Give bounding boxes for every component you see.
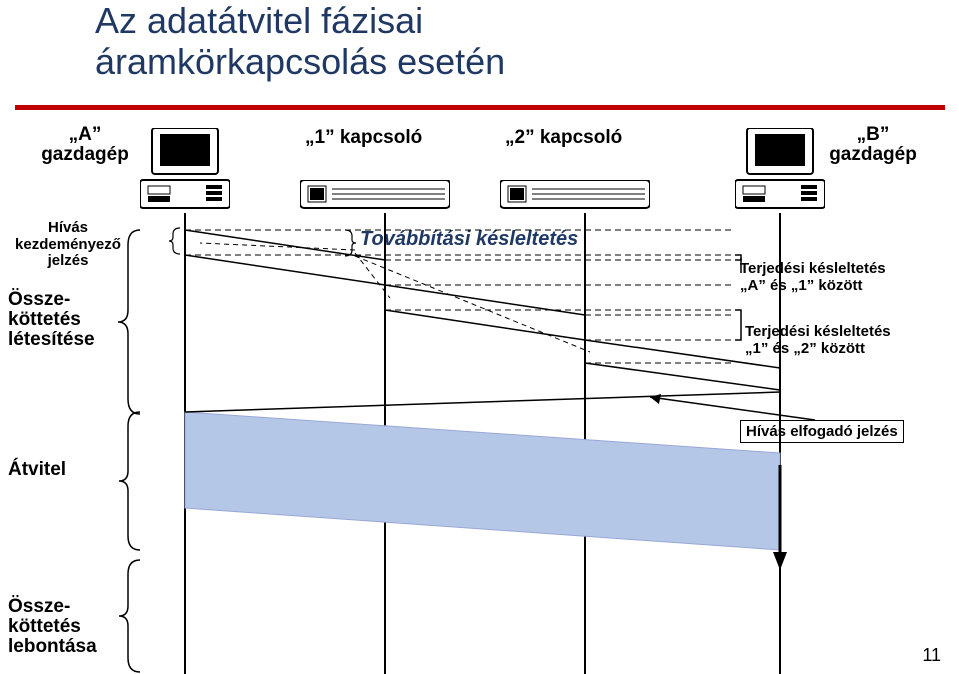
timing-diagram — [0, 0, 959, 674]
page-number: 11 — [922, 645, 941, 666]
info-band — [185, 412, 780, 550]
